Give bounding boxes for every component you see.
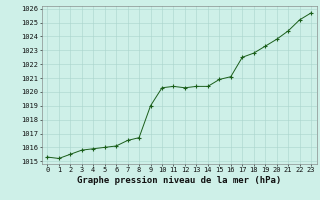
X-axis label: Graphe pression niveau de la mer (hPa): Graphe pression niveau de la mer (hPa) — [77, 176, 281, 185]
